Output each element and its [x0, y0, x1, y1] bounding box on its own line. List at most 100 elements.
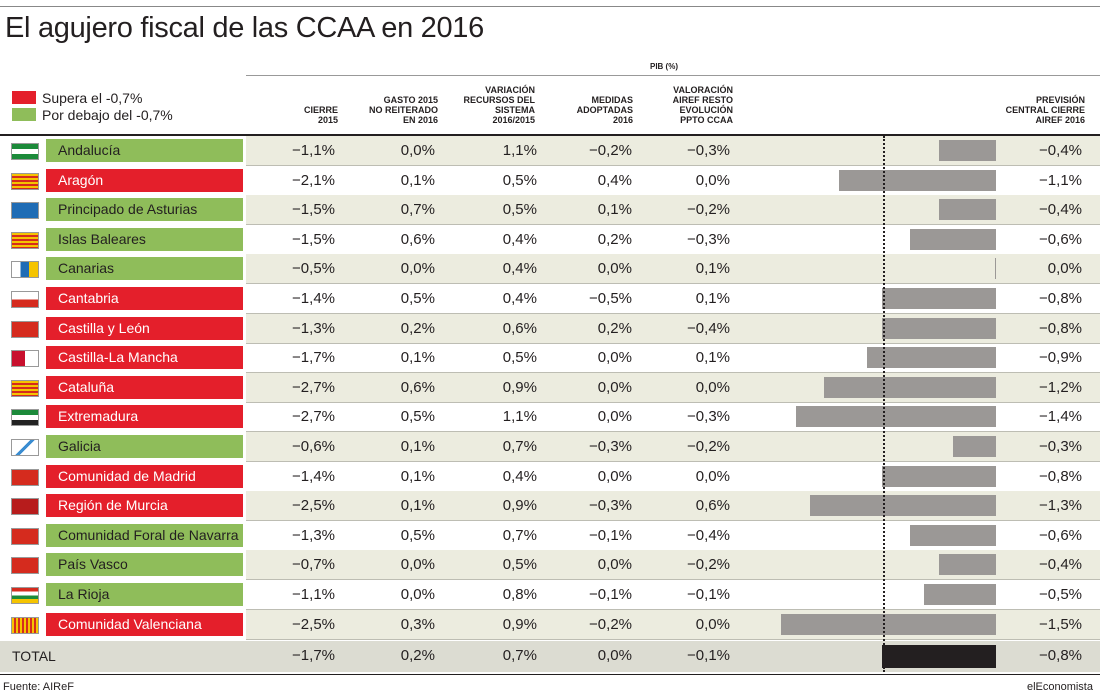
- legend-item-below: Por debajo del -0,7%: [12, 106, 173, 123]
- cell-cierre: −2,1%: [292, 172, 335, 189]
- region-flag-icon: [11, 439, 39, 456]
- chart-title: El agujero fiscal de las CCAA en 2016: [5, 12, 484, 44]
- cell-gasto: 0,1%: [400, 172, 435, 189]
- total-cell-cierre: −1,7%: [292, 647, 335, 664]
- col-head-medidas: MEDIDAS ADOPTADAS 2016: [576, 95, 633, 125]
- prevision-bar: [995, 258, 996, 279]
- legend: Supera el -0,7% Por debajo del -0,7%: [12, 89, 173, 123]
- region-flag-icon: [11, 498, 39, 515]
- cell-medidas: −0,1%: [589, 586, 632, 603]
- prevision-bar: [810, 495, 996, 516]
- region-name: Comunidad Valenciana: [46, 613, 243, 636]
- cell-variacion: 0,4%: [502, 260, 537, 277]
- cell-medidas: −0,3%: [589, 497, 632, 514]
- cell-gasto: 0,7%: [400, 201, 435, 218]
- cell-prevision: −0,8%: [1039, 468, 1082, 485]
- prevision-bar: [939, 554, 996, 575]
- cell-medidas: −0,2%: [589, 616, 632, 633]
- prevision-bar: [910, 229, 996, 250]
- region-name: Principado de Asturias: [46, 198, 243, 221]
- cell-medidas: 0,0%: [597, 379, 632, 396]
- top-rule: [0, 6, 1100, 7]
- region-name: Aragón: [46, 169, 243, 192]
- region-name: Islas Baleares: [46, 228, 243, 251]
- cell-prevision: 0,0%: [1047, 260, 1082, 277]
- cell-prevision: −0,4%: [1039, 142, 1082, 159]
- cell-gasto: 0,5%: [400, 527, 435, 544]
- region-name: Comunidad Foral de Navarra: [46, 524, 243, 547]
- cell-valoracion: −0,3%: [687, 142, 730, 159]
- legend-label-below: Por debajo del -0,7%: [42, 106, 173, 123]
- cell-cierre: −2,7%: [292, 379, 335, 396]
- prevision-bar: [882, 318, 996, 339]
- cell-cierre: −1,5%: [292, 231, 335, 248]
- table-row: Cataluña −2,7% 0,6% 0,9% 0,0% 0,0% −1,2%: [0, 373, 1100, 403]
- prevision-bar: [839, 170, 996, 191]
- region-name: Canarias: [46, 257, 243, 280]
- cell-valoracion: 0,6%: [695, 497, 730, 514]
- cell-cierre: −1,3%: [292, 320, 335, 337]
- table-row: País Vasco −0,7% 0,0% 0,5% 0,0% −0,2% −0,4%: [0, 550, 1100, 580]
- row-rule: [246, 431, 1100, 432]
- cell-cierre: −0,6%: [292, 438, 335, 455]
- table-row: Castilla-La Mancha −1,7% 0,1% 0,5% 0,0% 0,1% −…: [0, 343, 1100, 373]
- table-row: Andalucía −1,1% 0,0% 1,1% −0,2% −0,3% −0,4%: [0, 136, 1100, 166]
- cell-prevision: −0,6%: [1039, 231, 1082, 248]
- total-cell-gasto: 0,2%: [400, 647, 435, 664]
- table-row: Comunidad de Madrid −1,4% 0,1% 0,4% 0,0% 0,0%…: [0, 462, 1100, 492]
- region-name: Región de Murcia: [46, 494, 243, 517]
- region-name: Cataluña: [46, 376, 243, 399]
- prevision-bar: [924, 584, 996, 605]
- region-flag-icon: [11, 202, 39, 219]
- row-rule: [246, 343, 1100, 344]
- cell-variacion: 0,6%: [502, 320, 537, 337]
- cell-gasto: 0,0%: [400, 142, 435, 159]
- brand-credit: elEconomista: [1026, 681, 1093, 693]
- cell-valoracion: 0,1%: [695, 349, 730, 366]
- cell-variacion: 0,5%: [502, 556, 537, 573]
- region-flag-icon: [11, 143, 39, 160]
- cell-prevision: −0,8%: [1039, 290, 1082, 307]
- cell-variacion: 0,4%: [502, 468, 537, 485]
- cell-prevision: −0,4%: [1039, 556, 1082, 573]
- cell-medidas: −0,2%: [589, 142, 632, 159]
- cell-medidas: −0,1%: [589, 527, 632, 544]
- table-row: Cantabria −1,4% 0,5% 0,4% −0,5% 0,1% −0,8%: [0, 284, 1100, 314]
- total-row: TOTAL −1,7% 0,2% 0,7% 0,0% −0,1% −0,8%: [0, 641, 1100, 672]
- cell-variacion: 0,4%: [502, 231, 537, 248]
- region-flag-icon: [11, 557, 39, 574]
- cell-variacion: 0,8%: [502, 586, 537, 603]
- pib-label: PIB (%): [650, 62, 678, 71]
- cell-gasto: 0,6%: [400, 379, 435, 396]
- cell-prevision: −1,1%: [1039, 172, 1082, 189]
- cell-variacion: 1,1%: [502, 142, 537, 159]
- cell-variacion: 0,7%: [502, 438, 537, 455]
- cell-valoracion: 0,0%: [695, 468, 730, 485]
- cell-prevision: −1,2%: [1039, 379, 1082, 396]
- region-name: Comunidad de Madrid: [46, 465, 243, 488]
- cell-prevision: −1,4%: [1039, 408, 1082, 425]
- cell-cierre: −1,7%: [292, 349, 335, 366]
- cell-gasto: 0,1%: [400, 438, 435, 455]
- region-flag-icon: [11, 173, 39, 190]
- region-name: Extremadura: [46, 405, 243, 428]
- cell-gasto: 0,6%: [400, 231, 435, 248]
- prevision-bar: [882, 466, 996, 487]
- cell-medidas: 0,0%: [597, 349, 632, 366]
- table-row: Islas Baleares −1,5% 0,6% 0,4% 0,2% −0,3% −0,6…: [0, 225, 1100, 255]
- legend-item-above: Supera el -0,7%: [12, 89, 173, 106]
- cell-valoracion: 0,1%: [695, 260, 730, 277]
- cell-gasto: 0,0%: [400, 260, 435, 277]
- prevision-bar: [882, 288, 996, 309]
- row-rule: [246, 609, 1100, 610]
- cell-medidas: 0,0%: [597, 408, 632, 425]
- col-head-variacion: VARIACIÓN RECURSOS DEL SISTEMA 2016/2015: [463, 85, 535, 125]
- cell-variacion: 0,9%: [502, 379, 537, 396]
- cell-valoracion: −0,2%: [687, 201, 730, 218]
- source-note: Fuente: AIReF: [3, 681, 74, 693]
- region-flag-icon: [11, 291, 39, 308]
- cell-medidas: −0,5%: [589, 290, 632, 307]
- table-row: Aragón −2,1% 0,1% 0,5% 0,4% 0,0% −1,1%: [0, 166, 1100, 196]
- cell-valoracion: −0,2%: [687, 438, 730, 455]
- cell-cierre: −2,5%: [292, 616, 335, 633]
